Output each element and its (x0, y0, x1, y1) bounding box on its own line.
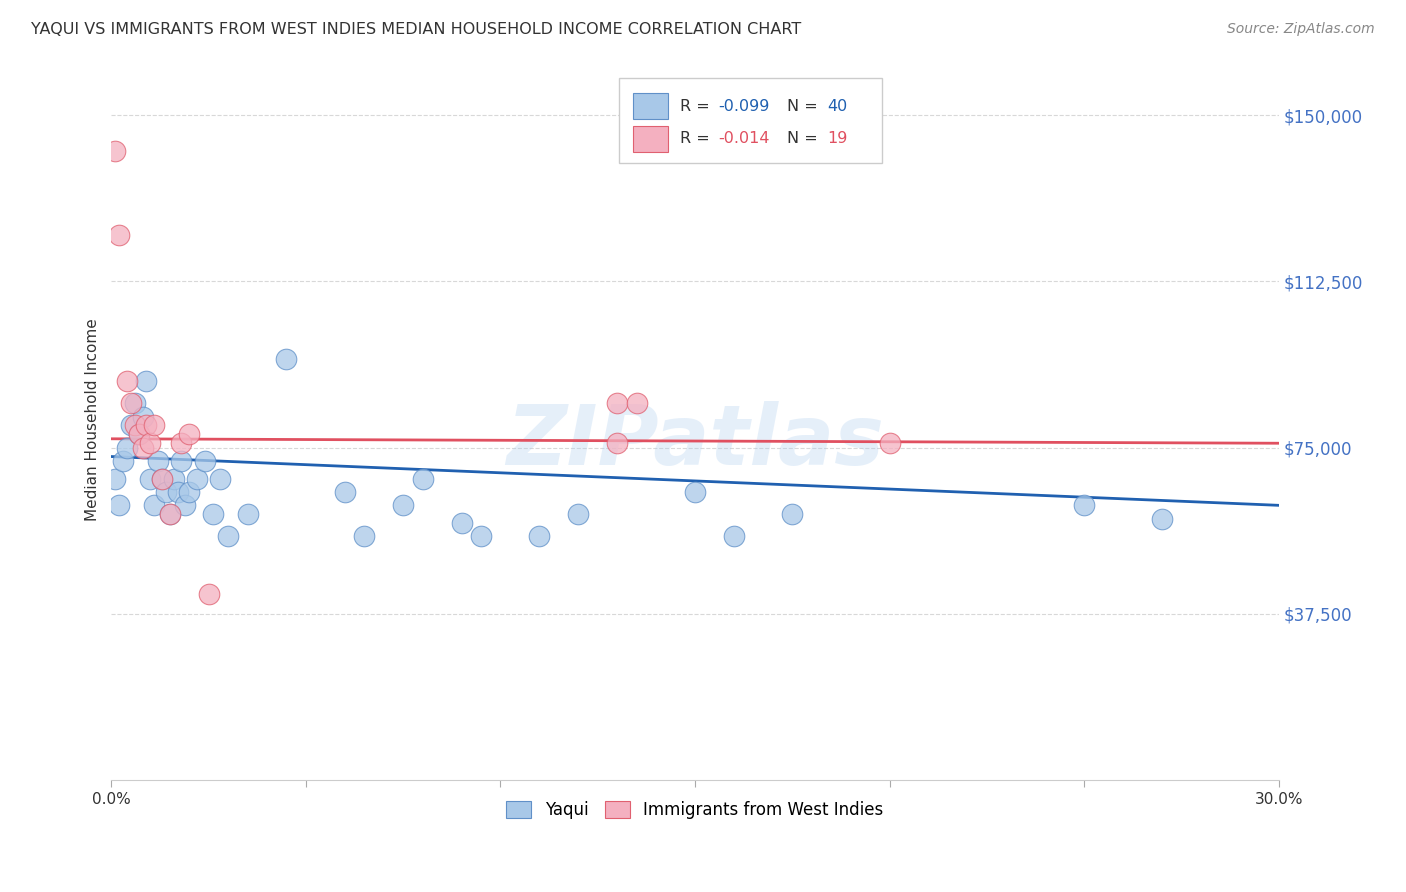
Point (150, 472, 173, 486)
Legend: Yaqui, Immigrants from West Indies: Yaqui, Immigrants from West Indies (499, 795, 890, 826)
Point (124, 418, 146, 433)
Text: YAQUI VS IMMIGRANTS FROM WEST INDIES MEDIAN HOUSEHOLD INCOME CORRELATION CHART: YAQUI VS IMMIGRANTS FROM WEST INDIES MED… (31, 22, 801, 37)
Point (166, 485, 188, 500)
Point (879, 436, 901, 450)
Point (470, 529, 492, 543)
Point (197, 587, 219, 601)
Point (179, 427, 201, 442)
Text: Source: ZipAtlas.com: Source: ZipAtlas.com (1227, 22, 1375, 37)
Point (135, 374, 157, 388)
Point (155, 485, 177, 500)
Point (723, 529, 745, 543)
Point (606, 396, 628, 410)
Point (108, 227, 131, 242)
Point (179, 485, 201, 500)
Text: N =: N = (787, 99, 823, 114)
Point (170, 436, 193, 450)
Point (276, 351, 298, 366)
Point (782, 507, 804, 521)
Point (236, 507, 259, 521)
Bar (633, 94, 668, 120)
Point (115, 441, 138, 455)
Point (108, 499, 131, 513)
Point (201, 507, 224, 521)
Bar (633, 126, 668, 152)
Text: 40: 40 (827, 99, 848, 114)
Text: -0.014: -0.014 (718, 131, 770, 146)
Point (120, 396, 142, 410)
Point (131, 441, 153, 455)
Text: N =: N = (787, 131, 823, 146)
FancyBboxPatch shape (619, 78, 882, 162)
Point (1150, 511, 1173, 525)
Y-axis label: Median Household Income: Median Household Income (86, 318, 100, 521)
Point (159, 507, 181, 521)
Point (139, 472, 162, 486)
Point (112, 454, 135, 468)
Point (170, 454, 193, 468)
Point (353, 529, 375, 543)
Point (150, 472, 173, 486)
Point (120, 418, 142, 433)
Point (412, 472, 434, 486)
Point (139, 436, 162, 450)
Point (104, 472, 127, 486)
Point (217, 529, 239, 543)
Point (143, 499, 166, 513)
Point (392, 499, 415, 513)
Point (1073, 499, 1095, 513)
Point (143, 418, 166, 433)
Text: -0.099: -0.099 (718, 99, 769, 114)
Point (174, 499, 197, 513)
Text: ZIPatlas: ZIPatlas (506, 401, 884, 482)
Text: 19: 19 (827, 131, 848, 146)
Point (606, 436, 628, 450)
Point (626, 396, 648, 410)
Point (146, 454, 169, 468)
Point (209, 472, 232, 486)
Point (567, 507, 589, 521)
Point (115, 374, 138, 388)
Point (186, 472, 208, 486)
Point (163, 472, 186, 486)
Point (194, 454, 217, 468)
Point (159, 507, 181, 521)
Point (529, 529, 551, 543)
Point (683, 485, 706, 500)
Text: R =: R = (681, 131, 714, 146)
Text: R =: R = (681, 99, 714, 114)
Point (124, 396, 146, 410)
Point (333, 485, 356, 500)
Point (128, 427, 150, 442)
Point (104, 144, 127, 158)
Point (135, 418, 157, 433)
Point (128, 427, 150, 442)
Point (450, 516, 472, 530)
Point (131, 409, 153, 424)
